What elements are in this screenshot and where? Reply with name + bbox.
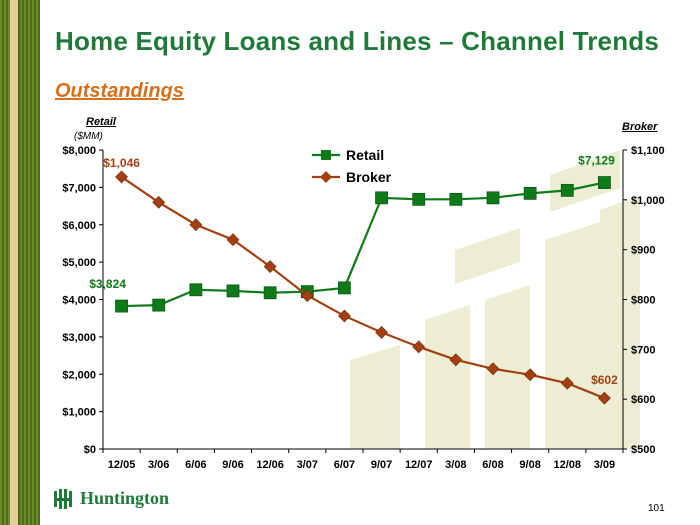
data-point-broker — [300, 289, 314, 302]
data-point-broker — [598, 391, 611, 405]
x-axis-tick-label: 6/06 — [185, 459, 206, 471]
right-axis-tick-label: $1,100 — [631, 145, 665, 157]
data-point-retail — [523, 186, 537, 200]
data-point-retail — [189, 283, 203, 297]
data-label-broker: $602 — [591, 373, 618, 387]
data-label-broker: $1,046 — [103, 156, 140, 170]
data-point-retail — [560, 183, 574, 197]
data-point-broker — [263, 260, 277, 274]
chart-legend: Retail Broker — [312, 147, 392, 185]
background-shape — [455, 228, 520, 284]
data-point-retail — [412, 192, 426, 206]
huntington-logo: Huntington — [54, 488, 169, 509]
chart-data-labels: $1,046 $3,824 $7,129 $602 — [89, 154, 618, 388]
left-axis-tick-label: $4,000 — [62, 295, 96, 307]
data-point-broker — [115, 170, 128, 184]
left-axis-tick-label: $3,000 — [62, 332, 96, 344]
legend-label-broker: Broker — [346, 169, 392, 185]
data-point-retail — [338, 281, 351, 295]
right-axis-tick-label: $800 — [631, 295, 655, 307]
left-axis-tick-label: $6,000 — [62, 220, 96, 232]
logo-text: Huntington — [80, 488, 170, 508]
left-axis-tick-label: $1,000 — [62, 407, 96, 419]
data-point-broker — [226, 233, 240, 247]
right-axis-tick-label: $700 — [631, 344, 655, 356]
right-axis-tick-label: $900 — [631, 245, 655, 257]
background-shape — [600, 195, 640, 449]
x-axis-tick-label: 9/06 — [222, 459, 243, 471]
right-axis-tick-label: $1,000 — [631, 195, 665, 207]
data-point-retail — [115, 299, 128, 313]
data-point-broker — [152, 195, 166, 209]
legend-marker-broker — [320, 171, 332, 183]
data-point-broker — [375, 325, 388, 339]
x-axis-tick-label: 3/08 — [445, 459, 466, 471]
page-title: Home Equity Loans and Lines – Channel Tr… — [55, 26, 660, 56]
background-shape — [485, 285, 530, 449]
data-point-broker — [189, 218, 203, 232]
data-point-retail — [263, 286, 277, 300]
data-label-retail: $3,824 — [89, 277, 126, 291]
left-axis-tick-label: $0 — [84, 444, 96, 456]
x-axis-tick-label: 9/08 — [519, 459, 540, 471]
x-axis-tick-label: 6/08 — [482, 459, 503, 471]
data-point-broker — [560, 376, 574, 390]
background-shape — [350, 345, 400, 449]
data-point-broker — [412, 340, 426, 354]
x-axis-tick-label: 12/08 — [554, 459, 582, 471]
x-axis-tick-label: 6/07 — [334, 459, 355, 471]
legend-marker-retail — [321, 150, 331, 160]
data-point-retail — [152, 298, 166, 312]
data-point-retail — [598, 176, 611, 189]
x-axis-tick-label: 3/06 — [148, 459, 169, 471]
data-point-retail — [449, 192, 463, 206]
left-axis-tick-label: $5,000 — [62, 257, 96, 269]
data-point-broker — [338, 309, 351, 323]
background-shape — [425, 305, 470, 449]
page-number: 101 — [648, 503, 665, 514]
data-point-broker — [449, 353, 463, 367]
data-label-retail: $7,129 — [578, 154, 615, 168]
x-axis-tick-label: 9/07 — [371, 459, 392, 471]
right-axis-title: Broker — [622, 121, 658, 133]
left-axis-tick-label: $8,000 — [62, 145, 96, 157]
left-axis-tick-label: $2,000 — [62, 369, 96, 381]
decorative-side-stripe — [0, 0, 40, 525]
section-subtitle: Outstandings — [55, 80, 184, 102]
chart-axes: $0 $1,000 $2,000 $3,000 $4,000 $5,000 $6,000 $7… — [62, 145, 664, 471]
x-axis-tick-label: 3/09 — [594, 459, 615, 471]
left-axis-unit: ($MM) — [74, 131, 103, 142]
background-shape — [545, 222, 600, 449]
right-axis-tick-label: $500 — [631, 444, 655, 456]
x-axis-tick-label: 12/07 — [405, 459, 433, 471]
left-axis-tick-label: $7,000 — [62, 182, 96, 194]
huntington-logo-icon — [54, 488, 72, 509]
chart-series — [115, 170, 611, 405]
data-point-broker — [486, 362, 500, 376]
data-point-broker — [523, 368, 537, 382]
data-point-retail — [226, 284, 240, 298]
series-line-broker — [120, 176, 605, 400]
right-axis-tick-label: $600 — [631, 394, 655, 406]
x-axis-tick-label: 12/05 — [108, 459, 136, 471]
data-point-retail — [486, 191, 500, 205]
x-axis-tick-label: 3/07 — [297, 459, 318, 471]
x-axis-tick-label: 12/06 — [256, 459, 284, 471]
legend-label-retail: Retail — [346, 147, 384, 163]
left-axis-title: Retail — [86, 116, 116, 128]
data-point-retail — [375, 191, 388, 205]
